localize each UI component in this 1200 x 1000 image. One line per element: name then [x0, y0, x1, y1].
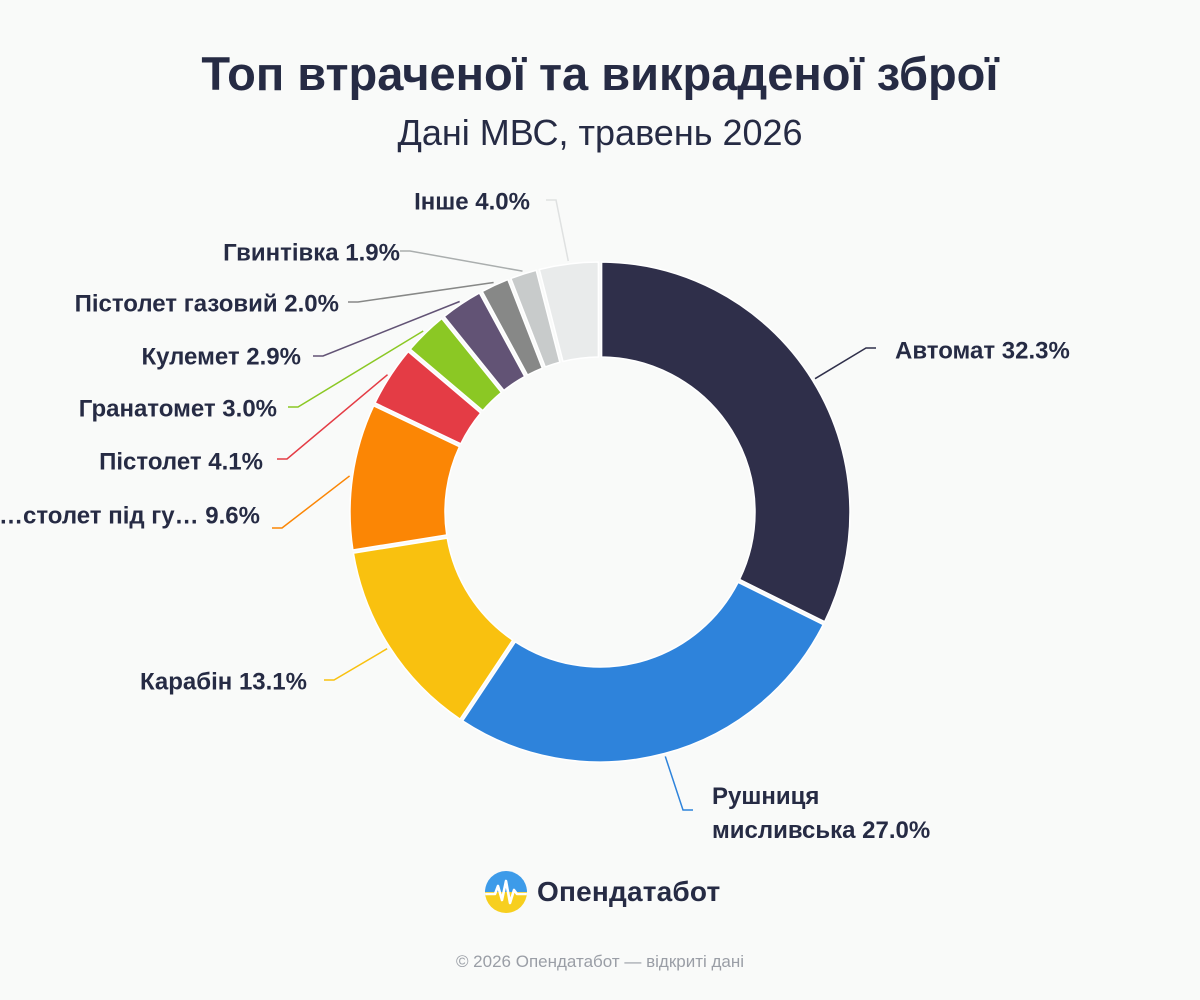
leader-line-10 [546, 199, 569, 262]
brand-name: Опендатабот [537, 876, 721, 907]
slice-label-6: Гранатомет 3.0% [79, 395, 277, 422]
slice-2[interactable] [461, 581, 824, 763]
label-group: Автомат 32.3% Рушниця мисливська 27.0% Кара… [0, 188, 1070, 844]
footer-copyright: © 2026 Опендатабот — відкриті дані [455, 952, 745, 971]
slice-group [349, 261, 851, 763]
slice-7[interactable] [443, 292, 526, 392]
slice-label-9: Гвинтівка 1.9% [223, 239, 400, 266]
slice-10[interactable] [538, 261, 600, 363]
chart-title: Топ втраченої та викраденої зброї [201, 47, 999, 100]
leader-line-2 [664, 756, 693, 811]
leader-line-9 [400, 250, 523, 272]
chart-subtitle: Дані МВС, травень 2026 [397, 112, 803, 153]
slice-6[interactable] [409, 317, 503, 412]
slice-9[interactable] [510, 269, 561, 368]
leader-line-group [272, 199, 876, 811]
slice-label-2: Рушниця мисливська 27.0% [712, 783, 930, 844]
slice-8[interactable] [481, 278, 544, 376]
slice-label-7: Кулемет 2.9% [141, 343, 301, 370]
slice-label-10: Інше 4.0% [414, 188, 530, 215]
leader-line-6 [288, 330, 424, 408]
slice-label-4: …столет під гу… 9.6% [0, 502, 260, 529]
slice-label-1: Автомат 32.3% [895, 337, 1070, 364]
leader-line-5 [277, 374, 389, 460]
leader-line-1 [814, 347, 876, 380]
slice-label-5: Пістолет 4.1% [99, 448, 263, 475]
brand: Опендатабот [484, 868, 720, 916]
leader-line-8 [348, 281, 494, 303]
opendatabot-logo-icon [485, 871, 527, 913]
leader-line-7 [313, 300, 460, 357]
slice-label-3: Карабін 13.1% [140, 668, 307, 695]
slice-4[interactable] [349, 405, 461, 551]
slice-3[interactable] [352, 537, 514, 720]
slice-1[interactable] [600, 261, 851, 623]
leader-line-3 [324, 648, 388, 681]
slice-label-8: Пістолет газовий 2.0% [75, 290, 339, 317]
slice-5[interactable] [374, 350, 482, 445]
leader-line-4 [272, 475, 351, 529]
